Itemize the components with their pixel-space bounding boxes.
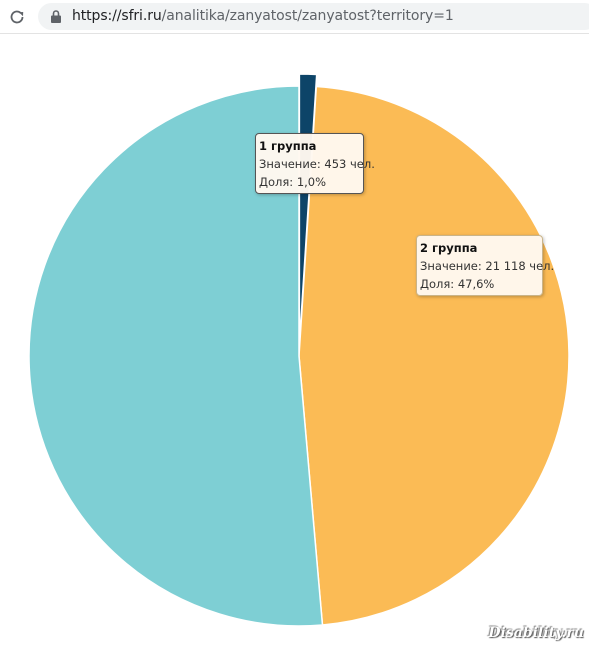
tooltip-value: Значение: 453 чел.	[259, 157, 375, 171]
tooltip-share: Доля: 1,0%	[259, 175, 327, 189]
tooltip-group-1: 1 группа Значение: 453 чел. Доля: 1,0%	[255, 133, 375, 194]
tooltip-title: 1 группа	[259, 139, 317, 153]
tooltip-value: Значение: 21 118 чел.	[420, 259, 555, 273]
tooltip-group-2: 2 группа Значение: 21 118 чел. Доля: 47,…	[416, 235, 555, 296]
tooltip-title: 2 группа	[420, 241, 478, 255]
pie-chart	[28, 73, 570, 627]
watermark-logo: Disability.ru	[488, 625, 584, 641]
url-host: https://sfri.ru	[72, 8, 162, 24]
url-text[interactable]: https://sfri.ru/analitika/zanyatost/zany…	[72, 8, 454, 24]
tooltip-share: Доля: 47,6%	[420, 277, 495, 291]
lock-icon	[51, 10, 61, 23]
pie-slice-2[interactable]	[298, 85, 570, 626]
browser-toolbar: https://sfri.ru/analitika/zanyatost/zany…	[0, 0, 589, 34]
reload-icon[interactable]	[8, 8, 26, 26]
address-bar[interactable]: https://sfri.ru/analitika/zanyatost/zany…	[38, 3, 589, 30]
pie-slice-3[interactable]	[28, 85, 324, 627]
url-path: /analitika/zanyatost/zanyatost?territory…	[161, 8, 454, 24]
